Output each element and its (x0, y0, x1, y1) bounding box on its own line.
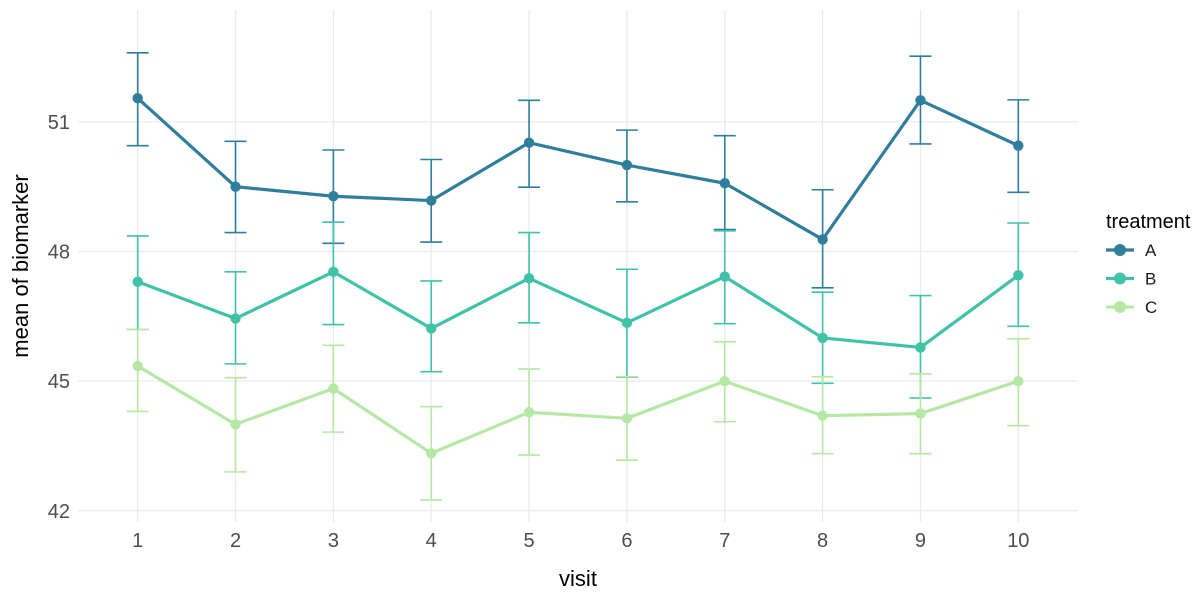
data-point-B (621, 317, 633, 329)
data-point-B (426, 323, 437, 334)
data-point-B (719, 271, 730, 282)
data-point-C (621, 413, 633, 424)
data-point-A (915, 95, 926, 106)
data-point-A (132, 92, 143, 104)
axis-tick-label-x: 1 (132, 530, 143, 552)
axis-tick-label-x: 6 (621, 530, 632, 552)
series-line-B (136, 270, 1020, 350)
data-point-B (328, 266, 339, 278)
data-point-C (719, 375, 730, 387)
data-point-A (719, 178, 730, 189)
legend-item-label-B: B (1145, 270, 1156, 289)
legend-key-dot-A (1114, 244, 1126, 256)
data-point-B (230, 313, 241, 324)
axis-tick-label-y: 51 (48, 112, 70, 134)
y-axis-title: mean of biomarker (8, 174, 33, 357)
data-point-C (817, 410, 828, 421)
legend-title: treatment (1106, 211, 1191, 233)
data-point-C (132, 360, 143, 372)
axis-tick-label-x: 2 (230, 530, 241, 552)
axis-tick-label-y: 42 (48, 501, 70, 523)
axis-tick-label-x: 10 (1007, 530, 1029, 552)
data-point-C (523, 407, 535, 418)
axis-tick-label-x: 9 (915, 530, 926, 552)
axis-tick-label-x: 4 (426, 530, 437, 552)
series-line-A (136, 96, 1020, 242)
series-line-C (136, 364, 1020, 455)
data-point-A (621, 159, 633, 171)
data-point-A (1013, 140, 1024, 151)
legend-key-dot-B (1114, 272, 1126, 285)
data-point-A (328, 191, 339, 202)
data-point-C (230, 419, 241, 430)
x-axis-title: visit (559, 566, 597, 591)
data-point-A (230, 181, 241, 192)
data-point-C (1013, 375, 1024, 387)
data-point-B (915, 342, 926, 353)
axis-tick-label-y: 45 (48, 371, 70, 393)
legend-item-label-C: C (1145, 298, 1157, 317)
data-point-B (132, 276, 143, 287)
data-point-C (426, 448, 437, 459)
data-point-B (1013, 270, 1024, 281)
legend-key-dot-C (1114, 301, 1126, 313)
data-point-B (817, 332, 828, 344)
data-point-B (523, 273, 535, 284)
data-point-A (523, 137, 535, 148)
axis-tick-label-x: 7 (719, 530, 730, 552)
axis-tick-label-x: 5 (524, 530, 535, 552)
axis-tick-label-x: 8 (817, 530, 828, 552)
axis-tick-label-y: 48 (48, 242, 70, 264)
legend-item-label-A: A (1145, 241, 1157, 260)
data-point-A (817, 234, 828, 245)
data-point-C (915, 408, 926, 419)
data-point-C (328, 383, 339, 394)
data-point-A (426, 195, 437, 206)
axis-tick-label-x: 3 (328, 530, 339, 552)
